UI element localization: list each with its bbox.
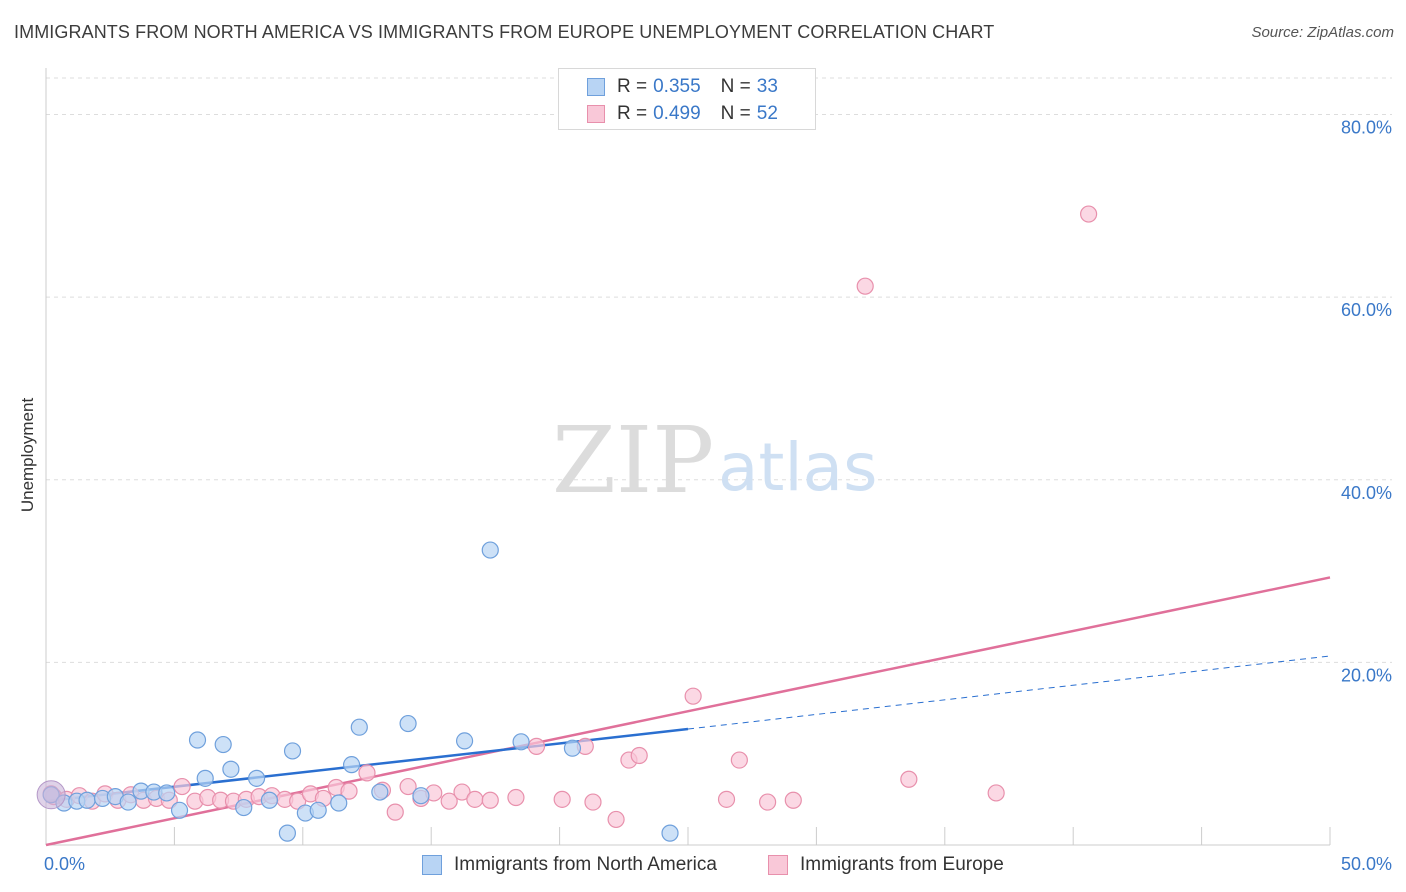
point-europe — [358, 764, 376, 782]
point-europe — [630, 746, 648, 765]
watermark-atlas: atlas — [718, 429, 878, 506]
point-north-america — [512, 733, 530, 751]
chart-title: IMMIGRANTS FROM NORTH AMERICA VS IMMIGRA… — [14, 22, 995, 42]
point-europe — [759, 793, 777, 811]
point-europe — [340, 782, 358, 800]
legend-n-label: N = — [720, 76, 751, 97]
point-north-america — [309, 801, 327, 819]
legend-row-north-america: R = 0.355 N = 33 — [587, 75, 778, 99]
point-north-america — [455, 732, 474, 750]
bottom-legend-label: Immigrants from North America — [454, 854, 717, 875]
point-europe — [717, 790, 736, 808]
tick-labels: 20.0% 40.0% 60.0% 80.0% 0.0% 50.0% — [44, 118, 1392, 874]
point-north-america — [188, 731, 207, 749]
legend-r-label: R = — [617, 76, 648, 97]
point-north-america — [214, 735, 232, 754]
stats-legend: R = 0.355 N = 33 R = 0.499 N = 52 — [558, 68, 816, 130]
point-cluster-origin — [36, 780, 66, 810]
point-north-america — [399, 714, 417, 733]
point-europe — [684, 687, 702, 705]
bottom-legend-label: Immigrants from Europe — [800, 854, 1004, 875]
point-europe — [386, 803, 404, 821]
point-north-america — [278, 824, 296, 842]
bottom-legend-europe: Immigrants from Europe — [768, 852, 1004, 878]
legend-r-value: 0.499 — [653, 103, 701, 124]
point-europe — [1080, 205, 1098, 223]
point-europe — [900, 770, 918, 788]
point-europe — [399, 777, 417, 796]
point-europe — [584, 793, 602, 811]
legend-swatch-pink — [587, 105, 605, 123]
point-europe — [856, 277, 874, 295]
point-europe — [987, 784, 1005, 802]
point-north-america — [283, 742, 302, 760]
y-tick-label: 20.0% — [1341, 665, 1392, 685]
point-europe — [527, 737, 546, 755]
point-north-america — [481, 541, 499, 559]
legend-r-value: 0.355 — [653, 76, 701, 97]
point-north-america — [412, 787, 430, 805]
point-north-america — [78, 791, 96, 809]
point-europe — [173, 777, 191, 796]
legend-swatch-blue — [587, 78, 605, 96]
point-north-america — [563, 739, 582, 757]
point-north-america — [330, 794, 348, 812]
y-tick-label: 40.0% — [1341, 483, 1392, 503]
point-europe — [440, 792, 458, 810]
grid-lines — [46, 77, 1392, 663]
watermark: ZIP atlas — [552, 407, 878, 514]
x-tick-label: 50.0% — [1341, 854, 1392, 874]
point-europe — [453, 783, 471, 801]
point-north-america — [196, 769, 214, 787]
axes — [45, 68, 1331, 846]
legend-row-europe: R = 0.499 N = 52 — [587, 102, 778, 126]
point-north-america — [661, 824, 679, 842]
point-north-america — [170, 801, 189, 819]
point-north-america — [235, 798, 253, 817]
point-north-america — [119, 793, 137, 811]
point-europe — [289, 792, 307, 810]
watermark-zip: ZIP — [552, 407, 714, 514]
point-europe — [607, 810, 625, 829]
bottom-legend-swatch-pink — [768, 855, 788, 875]
trend-line-north-america-extension — [687, 655, 1331, 730]
point-north-america — [371, 783, 389, 801]
point-europe — [553, 790, 571, 808]
point-europe — [784, 791, 802, 809]
point-europe — [466, 790, 484, 808]
legend-n-label: N = — [720, 103, 751, 124]
point-europe — [481, 791, 499, 809]
point-north-america — [247, 769, 266, 787]
point-north-america — [158, 784, 176, 802]
data-points — [36, 205, 1098, 842]
source-label: Source: ZipAtlas.com — [1251, 24, 1394, 41]
point-north-america — [222, 760, 240, 778]
legend-n-value: 52 — [756, 103, 778, 124]
x-tick-label: 0.0% — [44, 854, 85, 874]
point-north-america — [350, 718, 368, 736]
point-europe — [507, 788, 525, 807]
bottom-legend-north-america: Immigrants from North America — [422, 852, 717, 878]
point-north-america — [342, 756, 361, 774]
point-europe — [730, 751, 748, 769]
legend-n-value: 33 — [756, 76, 778, 97]
point-north-america — [260, 791, 279, 809]
legend-r-label: R = — [617, 103, 648, 124]
y-tick-label: 80.0% — [1341, 118, 1392, 138]
y-tick-label: 60.0% — [1341, 300, 1392, 320]
bottom-legend-swatch-blue — [422, 855, 442, 875]
